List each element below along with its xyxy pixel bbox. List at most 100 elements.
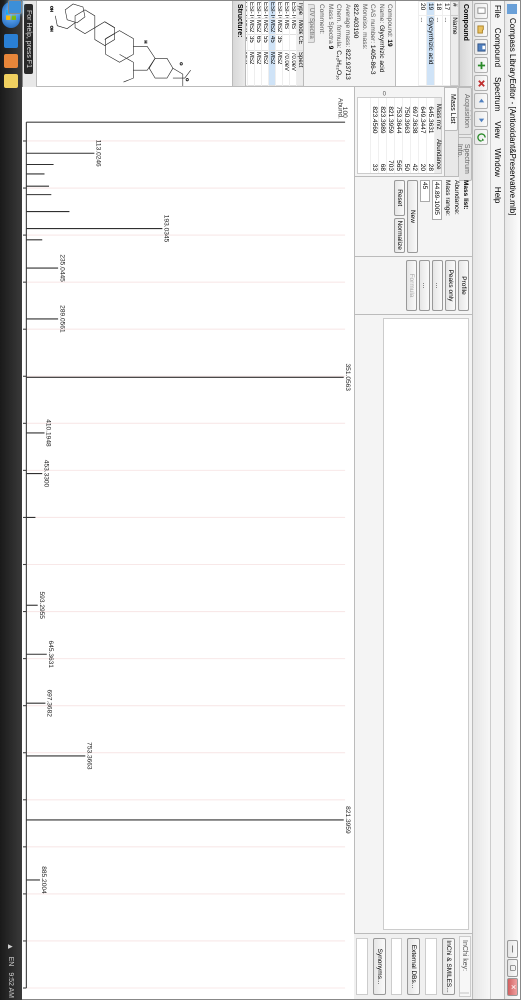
ce-input[interactable]	[420, 180, 430, 202]
masslist-row[interactable]: 823.456033	[370, 98, 378, 173]
side-strip-3	[356, 938, 368, 995]
svg-text:453.3300: 453.3300	[42, 460, 49, 488]
left-column: Compound #Name 17... 18... 19Glycyrrhizi…	[37, 1, 472, 87]
mass-spectrum-chart[interactable]: 1001502002503003504004505005506006507007…	[0, 87, 354, 999]
menu-file[interactable]: File	[493, 5, 502, 18]
minimize-button[interactable]: —	[507, 940, 518, 958]
svg-text:H: H	[144, 41, 149, 44]
main-column: Acquisition Spectrum Info. Mass List 0 M…	[37, 87, 472, 999]
masslist-row[interactable]: 645.363128	[426, 98, 434, 173]
mode-peaks-button[interactable]: Peaks only	[445, 260, 456, 311]
right-sidebar: InChi key: InChi & SMILES... External DB…	[354, 933, 472, 999]
mass-list-table[interactable]: Mass m/zAbundance645.363128649.344720697…	[357, 97, 442, 174]
tb-right-icon[interactable]	[475, 111, 489, 127]
masslist-row[interactable]: 753.3644565	[394, 98, 402, 173]
spectra-row[interactable]: ESI-TOFMS235MS2	[275, 1, 282, 86]
masslist-row[interactable]: 823.398968	[378, 98, 386, 173]
spectra-row[interactable]: ESI-TOFMS265MS2	[254, 1, 261, 86]
menu-help[interactable]: Help	[493, 187, 502, 203]
tab-mass-list[interactable]: Mass List	[445, 87, 458, 131]
spectra-list[interactable]: TypeModeCESpectESI-TOFMS70.0eVESI-TOFMS7…	[245, 1, 303, 86]
mass-range-input[interactable]	[432, 180, 442, 220]
svg-text:351.0563: 351.0563	[344, 364, 351, 392]
svg-text:Abund.: Abund.	[336, 98, 343, 119]
tab-uv-spectra[interactable]: UV Spectra	[308, 4, 315, 43]
compound-list[interactable]: #Name 17... 18... 19Glycyrrhizic acid 20…	[395, 1, 459, 86]
inchi-key-field[interactable]	[461, 992, 470, 994]
mode-3-button[interactable]: ...	[432, 260, 443, 311]
molecule-structure-icon: OH OH O O H	[37, 1, 232, 86]
inchi-smiles-button[interactable]: InChi & SMILES...	[442, 938, 455, 995]
taskbar[interactable]: ▲ EN 9:52 AM	[0, 0, 22, 1000]
side-strip-2	[391, 938, 403, 995]
close-button[interactable]: ✕	[507, 978, 518, 996]
synonyms-button[interactable]: Synonyms...	[373, 938, 386, 995]
tab-acquisition[interactable]: Acquisition	[459, 87, 472, 135]
tb-save-icon[interactable]	[475, 39, 489, 55]
app-window: Compass LibraryEditor - [Antioxidant&Pre…	[22, 0, 521, 1000]
taskbar-firefox-icon[interactable]	[4, 54, 18, 68]
masslist-row[interactable]: 750.396350	[402, 98, 410, 173]
menu-view[interactable]: View	[493, 121, 502, 138]
mode-formula-button: Formula	[406, 260, 417, 311]
spectra-row[interactable]: ESI-TOFMS255MS2	[261, 1, 268, 86]
mode-profile-button[interactable]: Profile	[458, 260, 469, 311]
top-controls: Acquisition Spectrum Info. Mass List 0 M…	[354, 87, 472, 933]
tb-open-icon[interactable]	[475, 21, 489, 37]
help-hint: For Help, press F1	[24, 4, 33, 74]
spectra-row[interactable]: ESI-TOFMS70.0eV	[289, 1, 296, 86]
tb-reload-icon[interactable]	[475, 129, 489, 145]
svg-text:410.1948: 410.1948	[45, 419, 52, 447]
spectra-row[interactable]: ESI-TOFMS70.0eV	[282, 1, 289, 86]
svg-text:O: O	[179, 62, 184, 65]
structure-panel: Structure:	[37, 1, 245, 86]
external-dbs-button[interactable]: External DBs...	[407, 938, 420, 995]
tray-chevron-icon[interactable]: ▲	[7, 943, 16, 951]
svg-text:193.0345: 193.0345	[163, 215, 170, 243]
menu-spectrum[interactable]: Spectrum	[493, 77, 502, 111]
svg-text:821.3959: 821.3959	[344, 806, 351, 834]
tb-add-icon[interactable]	[475, 57, 489, 73]
mass-range-panel: Mass list: Abundance: Mass range: New Re…	[355, 177, 472, 257]
system-tray[interactable]: ▲ EN 9:52 AM	[7, 943, 16, 998]
taskbar-app-icon[interactable]	[8, 0, 22, 14]
svg-text:235.0445: 235.0445	[58, 254, 65, 282]
new-button[interactable]: New	[407, 180, 418, 253]
menubar: File Compound Spectrum View Window Help	[490, 1, 504, 999]
maximize-button[interactable]: ▢	[507, 959, 518, 977]
window-title: Compass LibraryEditor - [Antioxidant&Pre…	[508, 18, 517, 940]
app-icon	[508, 4, 518, 14]
tab-spectrum-info[interactable]: Spectrum Info.	[459, 137, 472, 181]
tb-new-icon[interactable]	[475, 3, 489, 19]
toolbar	[472, 1, 490, 999]
svg-text:OH: OH	[50, 26, 55, 32]
svg-text:753.3663: 753.3663	[86, 742, 93, 770]
prop-cas-label: CAS number:	[369, 4, 376, 43]
reset-button[interactable]: Reset	[394, 180, 405, 216]
prop-name-label: Name:	[378, 4, 385, 23]
tray-lang[interactable]: EN	[8, 957, 15, 967]
spectra-row[interactable]: ESI-TOFMS235MS2	[247, 1, 254, 86]
svg-text:885.2004: 885.2004	[40, 866, 47, 894]
svg-text:OH: OH	[50, 6, 55, 12]
titlebar[interactable]: Compass LibraryEditor - [Antioxidant&Pre…	[504, 1, 520, 999]
prop-compound-label: Compound:	[386, 4, 393, 38]
svg-text:289.0561: 289.0561	[58, 305, 65, 333]
masslist-row[interactable]: 821.3959703	[386, 98, 394, 173]
compound-header: Compound	[459, 1, 472, 86]
spectra-row[interactable]: ESI-TOFMS245MS2	[268, 1, 275, 86]
menu-compound[interactable]: Compound	[493, 28, 502, 67]
menu-window[interactable]: Window	[493, 148, 502, 176]
masslist-row[interactable]: 649.344720	[418, 98, 426, 173]
mode-4-button[interactable]: ...	[419, 260, 430, 311]
mode-buttons: Profile Peaks only ... ... Formula	[355, 257, 472, 315]
tb-left-icon[interactable]	[475, 93, 489, 109]
tb-del-icon[interactable]	[475, 75, 489, 91]
taskbar-explorer-icon[interactable]	[4, 74, 18, 88]
properties-panel: Compound: 19 Name: Glycyrrhizic acid CAS…	[303, 1, 395, 86]
normalize-button[interactable]: Normalize	[394, 218, 405, 254]
masslist-row[interactable]: 697.363842	[410, 98, 418, 173]
svg-text:697.3682: 697.3682	[46, 689, 53, 717]
spectra-row[interactable]: ESI-TOFMS245MS2	[245, 1, 247, 86]
taskbar-ie-icon[interactable]	[4, 34, 18, 48]
